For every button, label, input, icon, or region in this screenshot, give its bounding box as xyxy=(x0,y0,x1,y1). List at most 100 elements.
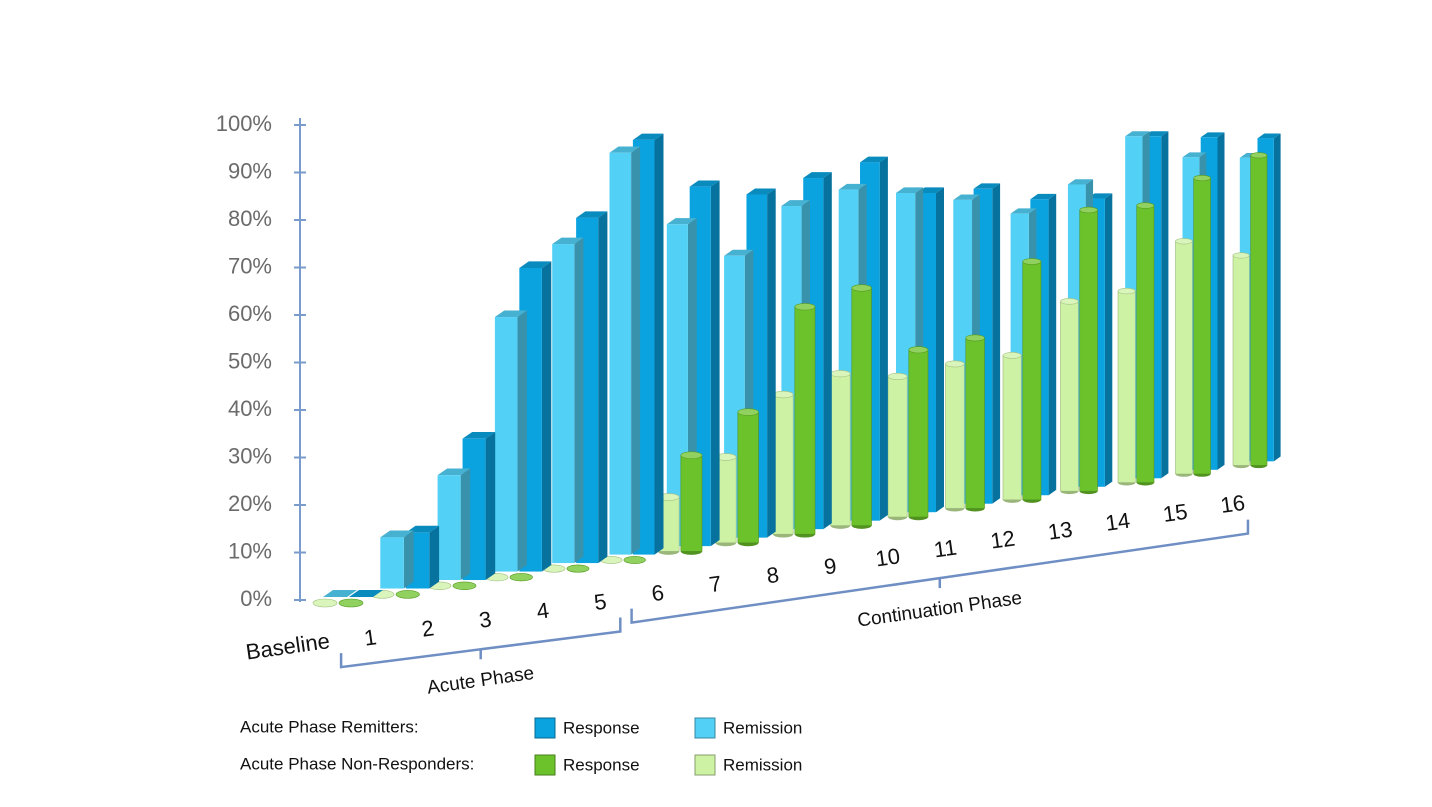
bar-top xyxy=(609,146,641,153)
x-tick-label: 12 xyxy=(989,525,1017,553)
bar-side xyxy=(1217,132,1225,470)
bar-side xyxy=(429,525,440,589)
bar-top xyxy=(916,187,944,193)
x-tick-label: 6 xyxy=(650,580,666,606)
bar-top xyxy=(689,180,720,187)
bar-side xyxy=(1273,133,1281,462)
cylinder-top xyxy=(945,360,965,368)
cylinder-top xyxy=(851,284,872,292)
bar xyxy=(772,394,794,535)
bar-top xyxy=(437,468,471,476)
bar-side xyxy=(460,468,471,581)
bar xyxy=(1136,205,1155,483)
bar xyxy=(1175,240,1193,475)
bar-top xyxy=(552,237,584,245)
cylinder-top xyxy=(1079,206,1098,214)
cylinder-top xyxy=(1250,152,1268,159)
bar-top xyxy=(349,590,383,597)
legend-label: Response xyxy=(563,718,640,737)
x-tick-label: 16 xyxy=(1219,490,1247,518)
bar-top xyxy=(724,249,754,256)
y-tick-label: 70% xyxy=(228,253,272,278)
x-tick-label: 7 xyxy=(707,571,723,597)
y-tick-label: 50% xyxy=(228,348,272,373)
cylinder-top xyxy=(1232,252,1250,259)
bar-top xyxy=(953,194,980,200)
bar xyxy=(1079,209,1098,492)
bar-top xyxy=(1030,193,1057,200)
bar-side xyxy=(992,183,1001,504)
bar-top xyxy=(746,188,776,195)
cylinder-top xyxy=(680,451,703,460)
y-tick-label: 90% xyxy=(228,158,272,183)
cylinder-top xyxy=(338,598,364,608)
x-tick-label: 13 xyxy=(1046,517,1074,545)
bar-side xyxy=(936,187,944,513)
bar-top xyxy=(1125,131,1150,137)
bar xyxy=(908,349,929,518)
bar xyxy=(1232,255,1250,466)
bar-top xyxy=(803,172,832,179)
x-tick-label: 15 xyxy=(1161,499,1189,527)
x-tick-label: 3 xyxy=(477,606,493,632)
bar-top xyxy=(632,133,664,140)
x-tick-label: 1 xyxy=(362,624,378,650)
y-tick-label: 80% xyxy=(228,206,272,231)
bar xyxy=(794,306,816,535)
x-tick-label: 2 xyxy=(420,615,436,641)
cylinder-top xyxy=(1117,287,1136,295)
bar xyxy=(1117,290,1136,483)
bar xyxy=(830,373,851,526)
bar-side xyxy=(654,133,664,555)
cylinder-top xyxy=(1136,202,1155,209)
x-tick-label: Baseline xyxy=(244,628,331,665)
bar-top xyxy=(1257,133,1281,139)
x-tick-label: 4 xyxy=(535,597,551,623)
cylinder-top xyxy=(965,334,985,342)
cylinder-top xyxy=(887,372,908,380)
bar-top xyxy=(896,187,924,193)
bar-top xyxy=(380,530,414,538)
x-tick-label: 10 xyxy=(874,543,902,571)
bar-top xyxy=(1182,152,1207,158)
bar xyxy=(552,244,575,564)
bar-top xyxy=(1143,131,1169,137)
x-tick-label: 14 xyxy=(1104,508,1132,536)
bar xyxy=(380,537,404,589)
legend-swatch xyxy=(694,754,716,776)
bar xyxy=(737,411,759,544)
x-tick-label: 9 xyxy=(822,553,838,579)
legend-label: Remission xyxy=(723,755,802,774)
y-tick-label: 60% xyxy=(228,301,272,326)
bar-side xyxy=(1048,193,1057,496)
bar-top xyxy=(1067,179,1094,185)
bar xyxy=(680,454,703,552)
bar-top xyxy=(838,183,867,190)
bar-side xyxy=(403,530,414,589)
cylinder-top xyxy=(908,346,929,354)
bar xyxy=(1022,261,1042,501)
bar xyxy=(965,337,985,509)
cylinder-top xyxy=(623,556,646,564)
bar-top xyxy=(1010,208,1037,214)
bar-side xyxy=(1161,131,1169,479)
bar-side xyxy=(517,310,527,572)
bar xyxy=(494,317,518,572)
phase-label: Acute Phase xyxy=(426,663,536,699)
cylinder-top xyxy=(794,303,816,311)
bar xyxy=(609,152,632,555)
cylinder-top xyxy=(1193,174,1211,182)
legend-group-label: Acute Phase Remitters: xyxy=(240,717,419,736)
legend-swatch xyxy=(534,717,556,739)
bar-side xyxy=(879,156,888,521)
bar-top xyxy=(576,211,608,218)
cylinder-top xyxy=(1022,258,1042,265)
cylinder-top xyxy=(1175,238,1193,245)
cylinder-top xyxy=(1002,352,1022,359)
y-tick-label: 0% xyxy=(240,586,272,611)
cylinder-top xyxy=(1060,298,1079,305)
bar-side xyxy=(541,261,552,572)
bar xyxy=(1193,177,1211,475)
x-tick-label: 11 xyxy=(932,534,958,562)
